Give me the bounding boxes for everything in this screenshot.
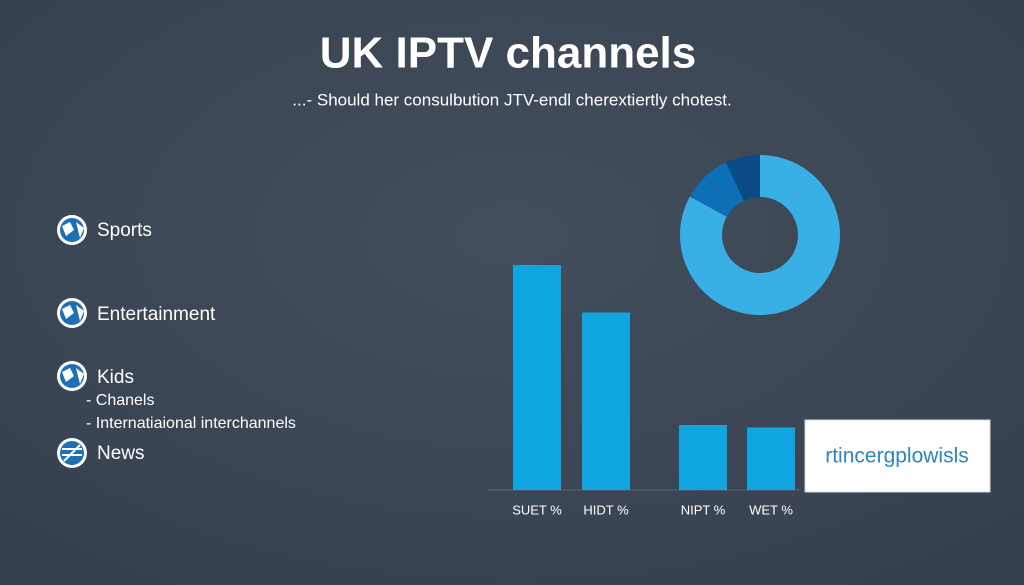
bar	[582, 312, 630, 490]
bar	[747, 427, 795, 490]
donut-segment	[689, 162, 744, 217]
list-subitem: - Chanels	[86, 392, 154, 409]
x-tick-label: WET %	[749, 502, 793, 517]
donut-segment	[680, 155, 841, 315]
bar	[513, 265, 561, 490]
x-tick-label: NIPT %	[681, 502, 726, 517]
subtitle: ...- Should her consulbution JTV-endl ch…	[292, 90, 731, 109]
icon	[57, 361, 87, 391]
donut-segment	[725, 155, 760, 201]
list-label: Sports	[97, 220, 152, 241]
title: UK IPTV channels	[320, 29, 697, 78]
annotation: rtincergplowisls	[825, 445, 969, 468]
icon	[57, 215, 87, 245]
list-label: Kids	[97, 367, 134, 388]
icon	[57, 298, 87, 328]
list-label: News	[97, 443, 145, 464]
icon	[57, 438, 87, 468]
list-subitem: - Internatiaional interchannels	[86, 415, 296, 432]
list-label: Entertainment	[97, 304, 216, 325]
category-list: Sports Entertainment Kids - Chanels - In…	[57, 215, 296, 468]
bar	[679, 425, 727, 490]
x-tick-label: HIDT %	[583, 502, 629, 517]
annotation-box	[804, 419, 991, 493]
x-tick-label: SUET %	[512, 502, 562, 517]
